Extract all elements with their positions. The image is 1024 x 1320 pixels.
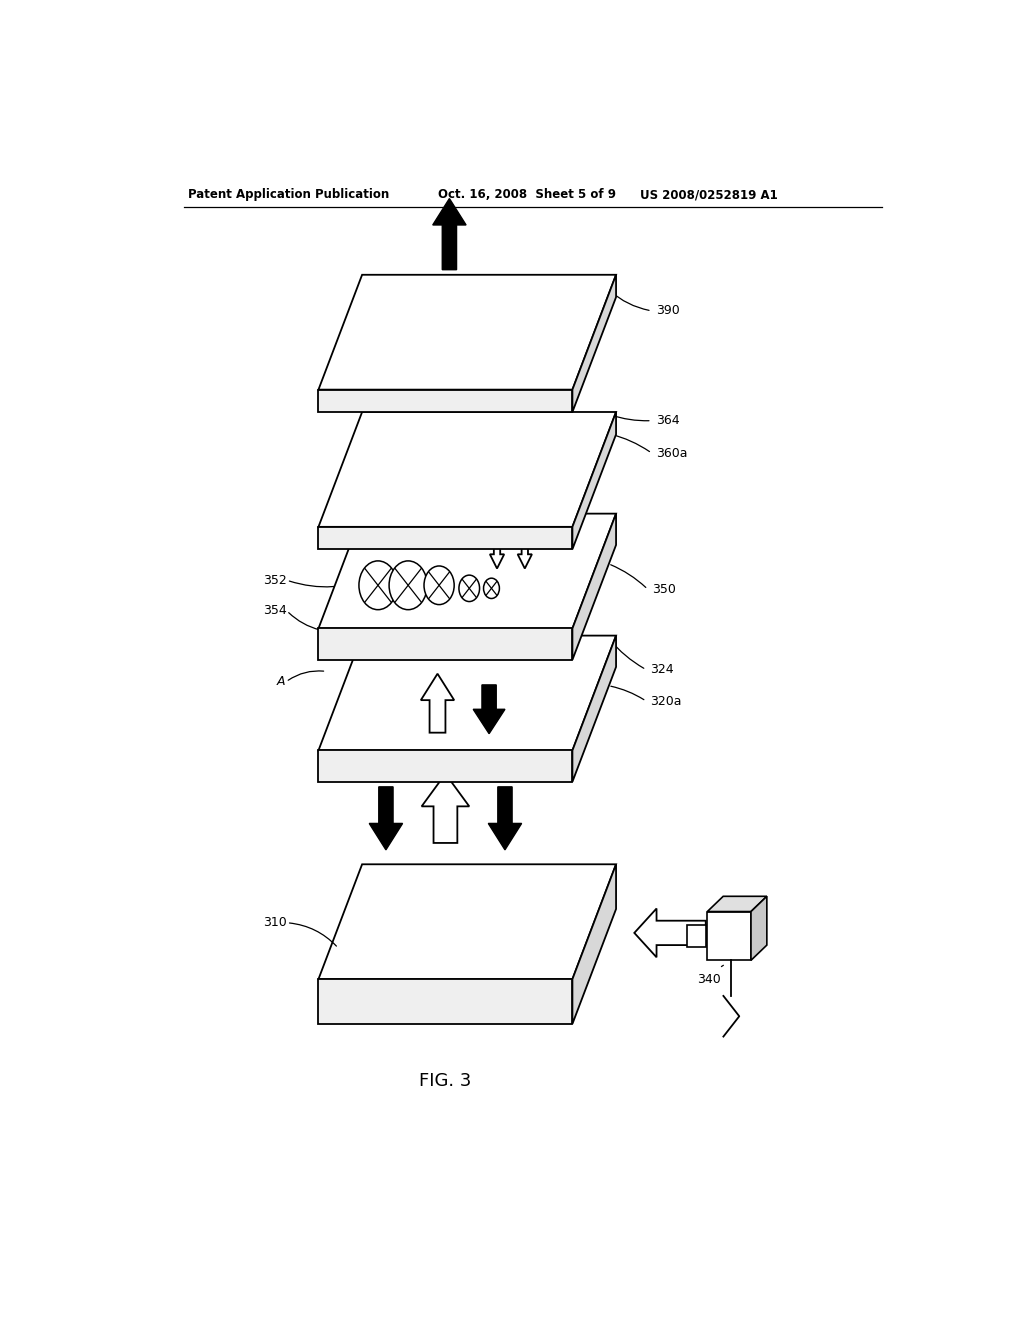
Polygon shape	[751, 896, 767, 961]
FancyArrow shape	[433, 198, 466, 269]
Polygon shape	[708, 896, 767, 912]
Circle shape	[389, 561, 427, 610]
Text: 354: 354	[263, 605, 287, 618]
FancyArrow shape	[383, 473, 397, 511]
Text: 310: 310	[263, 916, 287, 929]
Text: 324: 324	[650, 663, 674, 676]
Polygon shape	[318, 389, 572, 412]
Text: 320a: 320a	[650, 694, 682, 708]
Polygon shape	[708, 912, 751, 961]
FancyArrow shape	[455, 473, 468, 511]
FancyArrow shape	[473, 685, 505, 734]
Polygon shape	[572, 275, 616, 412]
Circle shape	[459, 576, 479, 602]
FancyArrow shape	[518, 529, 531, 569]
Polygon shape	[318, 636, 616, 751]
Text: 340: 340	[697, 973, 721, 986]
Circle shape	[424, 566, 455, 605]
Polygon shape	[318, 628, 572, 660]
Text: 352: 352	[263, 574, 287, 586]
Circle shape	[359, 561, 397, 610]
Polygon shape	[318, 751, 572, 781]
FancyArrow shape	[422, 774, 469, 843]
Polygon shape	[318, 865, 616, 979]
Polygon shape	[318, 275, 616, 389]
Polygon shape	[318, 979, 572, 1024]
Text: US 2008/0252819 A1: US 2008/0252819 A1	[640, 189, 777, 202]
FancyArrow shape	[419, 473, 433, 511]
Circle shape	[483, 578, 500, 598]
Text: FIG. 3: FIG. 3	[419, 1072, 472, 1090]
Polygon shape	[318, 513, 616, 628]
Text: 360a: 360a	[655, 446, 687, 459]
Polygon shape	[572, 636, 616, 781]
Polygon shape	[572, 412, 616, 549]
FancyArrow shape	[421, 673, 455, 733]
FancyArrow shape	[425, 345, 458, 407]
Bar	[687, 925, 706, 948]
FancyArrow shape	[488, 787, 521, 850]
Text: 364: 364	[655, 414, 679, 428]
Polygon shape	[318, 412, 616, 527]
Text: A: A	[276, 676, 285, 688]
Polygon shape	[318, 527, 572, 549]
FancyArrow shape	[370, 787, 402, 850]
FancyArrow shape	[489, 529, 504, 569]
Text: Patent Application Publication: Patent Application Publication	[187, 189, 389, 202]
Polygon shape	[572, 865, 616, 1024]
Polygon shape	[572, 513, 616, 660]
FancyArrow shape	[461, 389, 475, 408]
Text: 350: 350	[652, 583, 676, 595]
Text: 390: 390	[655, 305, 680, 317]
FancyArrow shape	[634, 908, 706, 957]
Text: Oct. 16, 2008  Sheet 5 of 9: Oct. 16, 2008 Sheet 5 of 9	[437, 189, 615, 202]
